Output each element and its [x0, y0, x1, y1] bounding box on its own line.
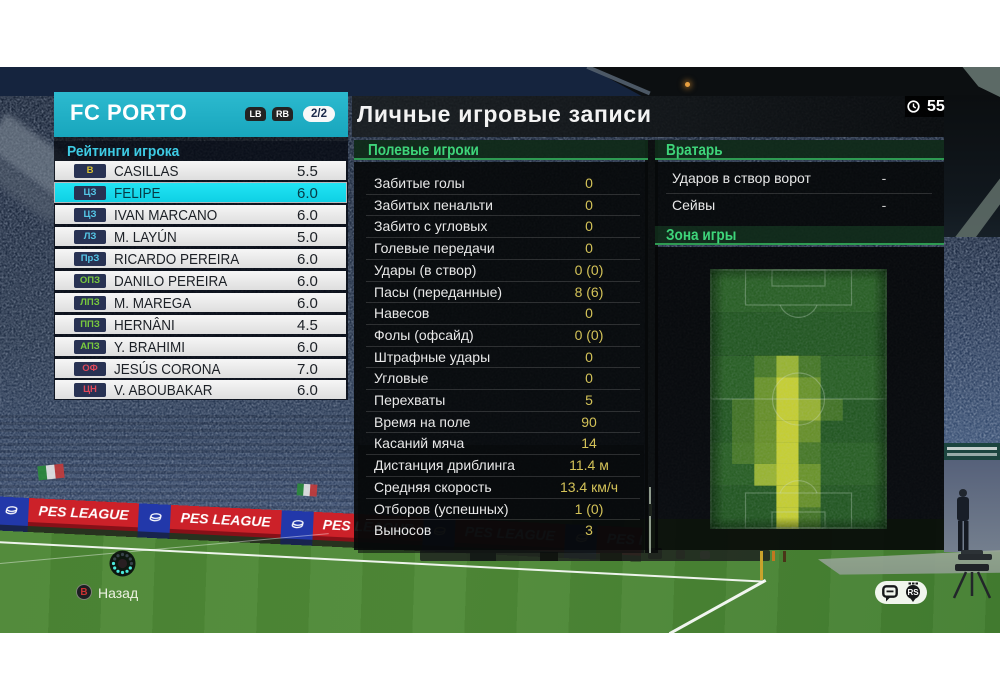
svg-text:RS: RS	[907, 588, 919, 597]
